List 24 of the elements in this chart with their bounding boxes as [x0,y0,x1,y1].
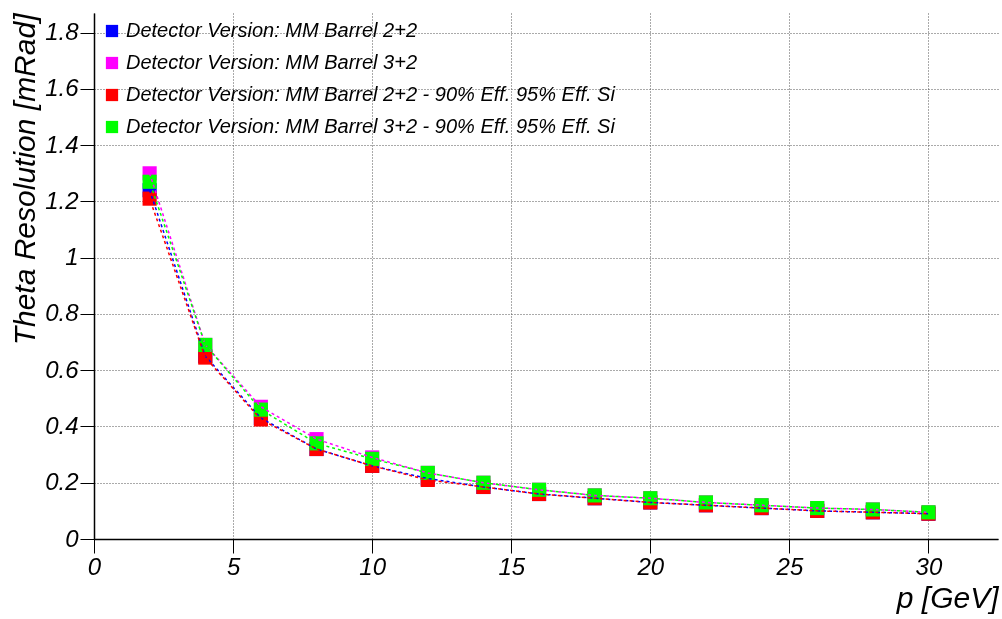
point [142,174,157,189]
y-tick-label: 1.4 [45,130,79,158]
legend-label: Detector Version: MM Barrel 2+2 [126,19,418,41]
y-tick-label: 0.6 [45,355,80,383]
x-tick-label: 30 [915,552,943,580]
x-tick-label: 10 [359,552,387,580]
y-tick-label: 1 [65,243,79,271]
y-tick-label: 0.8 [45,299,80,327]
y-tick-label: 0 [65,524,80,552]
x-tick-label: 15 [498,552,526,580]
y-tick-label: 1.8 [45,18,80,46]
x-tick-label: 25 [775,552,804,580]
x-axis-title: p [GeV] [895,580,1000,614]
x-tick-label: 20 [636,552,665,580]
y-tick-label: 1.2 [45,186,79,214]
y-tick-label: 0.2 [45,468,79,496]
y-axis-title: Theta Resolution [mRad] [8,12,42,346]
x-tick-label: 0 [87,552,102,580]
y-tick-label: 1.6 [45,74,80,102]
x-tick-label: 5 [226,552,241,580]
legend-label: Detector Version: MM Barrel 3+2 [126,51,418,73]
legend-label: Detector Version: MM Barrel 2+2 - 90% Eff. 95% Eff. Si [126,83,616,105]
y-tick-label: 0.4 [45,411,79,439]
legend-label: Detector Version: MM Barrel 3+2 - 90% Eff. 95% Eff. Si [126,115,616,137]
